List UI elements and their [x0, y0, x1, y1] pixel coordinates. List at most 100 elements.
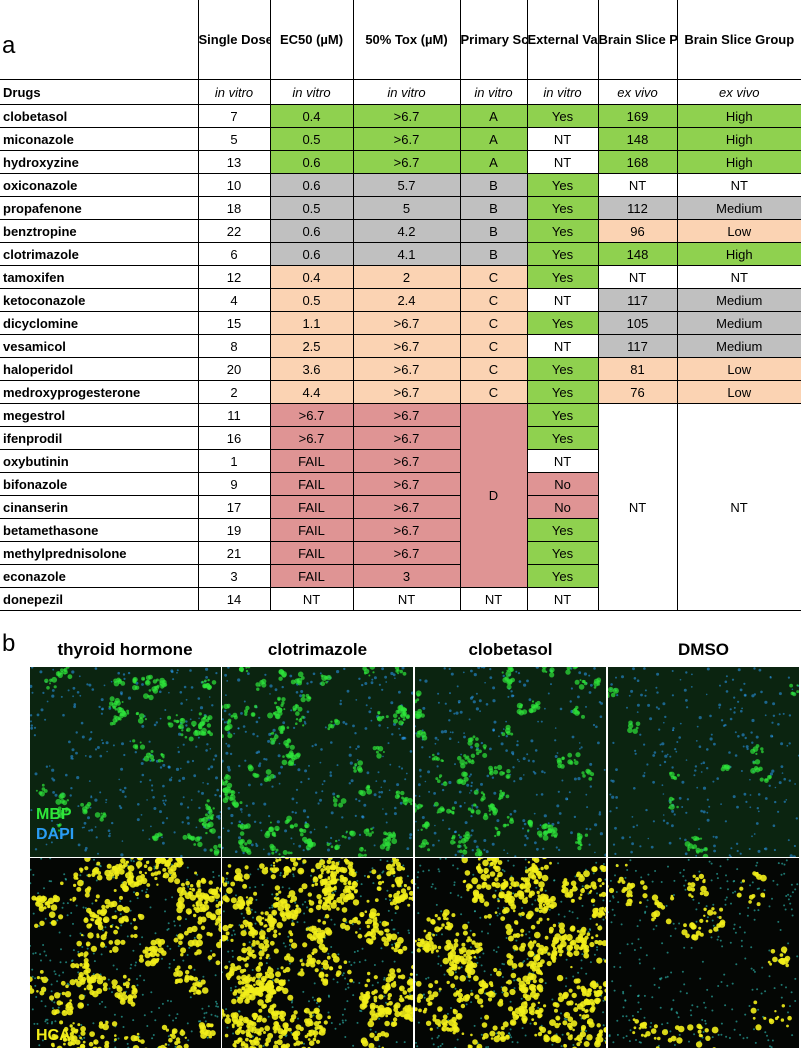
external-cell: NT — [526, 449, 598, 473]
ec50-cell: 0.5 — [269, 288, 353, 312]
ec50-cell: 0.6 — [269, 219, 353, 243]
brain-pct-cell: 76 — [597, 380, 677, 404]
tox-cell: >6.7 — [352, 127, 460, 151]
rank-cell: 9 — [197, 472, 270, 496]
external-cell: Yes — [526, 242, 598, 266]
tox-cell: >6.7 — [352, 518, 460, 542]
table-row: hydroxyzine 13 0.6 >6.7 A NT 168 High — [0, 150, 801, 174]
brain-group-cell: Low — [676, 357, 801, 381]
tox-cell: >6.7 — [352, 472, 460, 496]
brain-pct-cell: NT — [597, 173, 677, 197]
tox-cell: 5.7 — [352, 173, 460, 197]
image-column-title: thyroid hormone — [57, 640, 193, 659]
table-row: oxybutinin 1 FAIL >6.7 NT — [0, 449, 801, 473]
table-row: haloperidol 20 3.6 >6.7 C Yes 81 Low — [0, 357, 801, 381]
tier-cell: A — [459, 104, 527, 128]
tox-cell: NT — [352, 587, 460, 611]
table-row: oxiconazole 10 0.6 5.7 B Yes NT NT — [0, 173, 801, 197]
external-cell: Yes — [526, 403, 598, 427]
external-cell: Yes — [526, 541, 598, 565]
tox-cell: >6.7 — [352, 426, 460, 450]
hca-micrograph — [222, 858, 413, 1048]
table-row: dicyclomine 15 1.1 >6.7 C Yes 105 Medium — [0, 311, 801, 335]
external-cell: Yes — [526, 104, 598, 128]
brain-group-cell: High — [676, 127, 801, 151]
mbp-label: MBP — [36, 806, 72, 823]
brain-group-cell: Medium — [676, 311, 801, 335]
ec50-cell: FAIL — [269, 564, 353, 588]
brain-pct-cell: 148 — [597, 127, 677, 151]
rank-cell: 2 — [197, 380, 270, 404]
brain-pct-cell: NT — [597, 403, 678, 611]
drug-name: bifonazole — [0, 472, 198, 496]
rank-cell: 15 — [197, 311, 270, 335]
rank-cell: 21 — [197, 541, 270, 565]
brain-pct-cell: 117 — [597, 334, 677, 358]
tox-cell: >6.7 — [352, 403, 460, 427]
brain-group-cell: Low — [676, 380, 801, 404]
tier-cell: C — [459, 380, 527, 404]
tox-cell: 2 — [352, 265, 460, 289]
tox-cell: >6.7 — [352, 380, 460, 404]
table-row: tamoxifen 12 0.4 2 C Yes NT NT — [0, 265, 801, 289]
external-cell: No — [526, 495, 598, 519]
rank-cell: 8 — [197, 334, 270, 358]
drug-name: tamoxifen — [0, 265, 198, 289]
brain-pct-cell: 168 — [597, 150, 677, 174]
drug-name: ifenprodil — [0, 426, 198, 450]
rank-cell: 11 — [197, 403, 270, 427]
tox-cell: >6.7 — [352, 357, 460, 381]
context-cell: ex vivo — [597, 79, 677, 105]
external-cell: Yes — [526, 311, 598, 335]
external-cell: Yes — [526, 357, 598, 381]
context-cell: in vitro — [269, 79, 353, 105]
table-row: medroxyprogesterone 2 4.4 >6.7 C Yes 76 Low — [0, 380, 801, 404]
rank-cell: 5 — [197, 127, 270, 151]
context-cell: in vitro — [352, 79, 460, 105]
tier-cell: D — [459, 403, 528, 588]
table-row: econazole 3 FAIL 3 Yes — [0, 564, 801, 588]
external-cell: Yes — [526, 380, 598, 404]
header-tox: 50% Tox (µM) — [352, 0, 460, 80]
drug-screen-table: Single Dose Rank EC50 (µM) 50% Tox (µM) … — [0, 0, 801, 611]
brain-group-cell: High — [676, 150, 801, 174]
rank-cell: 18 — [197, 196, 270, 220]
header-external: External Validation — [526, 0, 598, 80]
tier-cell: B — [459, 219, 527, 243]
drug-name: megestrol — [0, 403, 198, 427]
header-brain-pct: Brain Slice Percent MBP of Control — [597, 0, 677, 80]
panel-a-label: a — [2, 32, 16, 59]
drug-name: benztropine — [0, 219, 198, 243]
ec50-cell: 3.6 — [269, 357, 353, 381]
drug-name: miconazole — [0, 127, 198, 151]
rank-cell: 7 — [197, 104, 270, 128]
context-cell: ex vivo — [676, 79, 801, 105]
table-row: clotrimazole 6 0.6 4.1 B Yes 148 High — [0, 242, 801, 266]
drug-name: dicyclomine — [0, 311, 198, 335]
brain-group-cell: Low — [676, 219, 801, 243]
ec50-cell: FAIL — [269, 449, 353, 473]
context-cell: in vitro — [197, 79, 270, 105]
ec50-cell: 0.5 — [269, 127, 353, 151]
external-cell: NT — [526, 587, 598, 611]
drug-name: hydroxyzine — [0, 150, 198, 174]
rank-cell: 22 — [197, 219, 270, 243]
external-cell: No — [526, 472, 598, 496]
drug-name: cinanserin — [0, 495, 198, 519]
header-rank: Single Dose Rank — [197, 0, 270, 80]
rank-cell: 3 — [197, 564, 270, 588]
external-cell: NT — [526, 127, 598, 151]
ec50-cell: >6.7 — [269, 403, 353, 427]
external-cell: Yes — [526, 173, 598, 197]
external-cell: NT — [526, 334, 598, 358]
ec50-cell: 0.6 — [269, 242, 353, 266]
ec50-cell: 4.4 — [269, 380, 353, 404]
tox-cell: >6.7 — [352, 150, 460, 174]
external-cell: Yes — [526, 518, 598, 542]
image-column-title: DMSO — [678, 640, 729, 659]
panel-b-label: b — [2, 630, 16, 657]
tox-cell: 2.4 — [352, 288, 460, 312]
drug-name: medroxyprogesterone — [0, 380, 198, 404]
brain-pct-cell: 112 — [597, 196, 677, 220]
brain-pct-cell: 169 — [597, 104, 677, 128]
